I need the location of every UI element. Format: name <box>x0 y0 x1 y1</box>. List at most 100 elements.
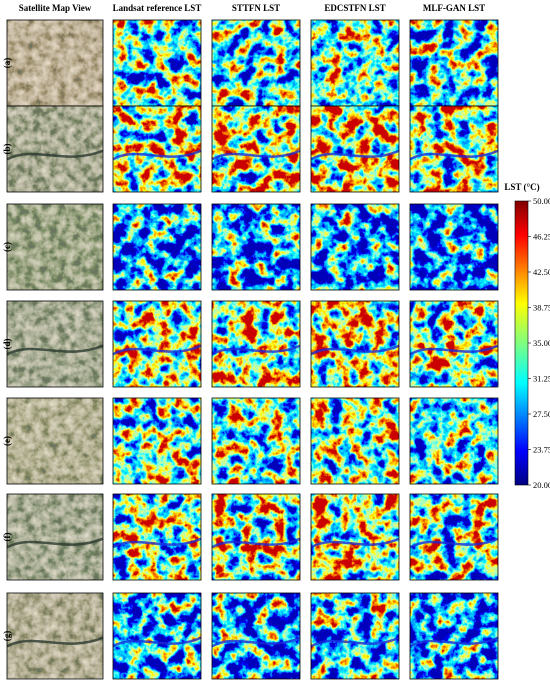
row-label: (d) <box>2 338 12 349</box>
colorbar-tick-label: 31.25 <box>533 374 550 384</box>
colorbar-tick-label: 38.75 <box>533 303 550 313</box>
satellite-image <box>6 105 104 193</box>
panel-border <box>112 300 202 388</box>
panel-border <box>112 592 202 680</box>
lst-map <box>310 300 400 388</box>
row-label: (f) <box>2 533 12 542</box>
image-texture <box>7 301 103 387</box>
lst-map <box>211 493 301 581</box>
image-texture <box>212 204 300 290</box>
panel-border <box>211 493 301 581</box>
lst-map <box>310 203 400 291</box>
river <box>409 149 499 161</box>
image-texture <box>410 20 498 106</box>
panel-border <box>409 105 499 193</box>
lst-map <box>211 300 301 388</box>
panel-border <box>6 397 104 485</box>
river <box>409 344 499 356</box>
image-texture <box>113 106 201 192</box>
lst-map <box>112 300 202 388</box>
river <box>6 537 104 549</box>
river <box>310 344 400 356</box>
image-texture <box>7 398 103 484</box>
image-texture <box>7 494 103 580</box>
lst-map <box>409 105 499 193</box>
image-texture <box>212 20 300 106</box>
image-texture <box>7 20 103 106</box>
panel-border <box>6 203 104 291</box>
colorbar-tick-label: 23.75 <box>533 445 550 455</box>
river <box>6 344 104 356</box>
image-texture <box>113 593 201 679</box>
lst-map <box>310 19 400 107</box>
lst-map <box>409 203 499 291</box>
panel-border <box>211 592 301 680</box>
lst-map <box>112 493 202 581</box>
satellite-image <box>6 203 104 291</box>
panel-border <box>310 105 400 193</box>
image-texture <box>113 20 201 106</box>
image-texture <box>212 301 300 387</box>
lst-map <box>409 300 499 388</box>
row-label: (b) <box>2 143 12 154</box>
river <box>409 537 499 549</box>
satellite-image <box>6 19 104 107</box>
image-texture <box>410 593 498 679</box>
image-texture <box>212 494 300 580</box>
lst-map <box>409 592 499 680</box>
river <box>112 149 202 161</box>
satellite-image <box>6 300 104 388</box>
colorbar <box>514 200 529 486</box>
image-texture <box>410 398 498 484</box>
panel-border <box>211 300 301 388</box>
river <box>112 344 202 356</box>
panel-border <box>310 592 400 680</box>
lst-map <box>112 203 202 291</box>
lst-map <box>211 19 301 107</box>
panel-border <box>310 493 400 581</box>
image-texture <box>311 398 399 484</box>
panel-border <box>310 300 400 388</box>
lst-map <box>112 397 202 485</box>
river <box>6 149 104 161</box>
river <box>310 149 400 161</box>
panel-grid <box>6 19 499 680</box>
panel-border <box>409 300 499 388</box>
image-texture <box>311 20 399 106</box>
image-texture <box>212 593 300 679</box>
river <box>112 636 202 648</box>
colorbar-tick-label: 20.00 <box>533 480 550 490</box>
image-texture <box>113 494 201 580</box>
image-texture <box>113 204 201 290</box>
image-texture <box>410 106 498 192</box>
row-label: (e) <box>2 436 12 446</box>
colorbar-tick-label: 46.25 <box>533 232 550 242</box>
panel-border <box>211 397 301 485</box>
river <box>310 537 400 549</box>
lst-map <box>211 203 301 291</box>
lst-map <box>310 592 400 680</box>
satellite-image <box>6 493 104 581</box>
image-texture <box>311 106 399 192</box>
column-header: Landsat reference LST <box>113 3 202 13</box>
panel-border <box>211 203 301 291</box>
panel-border <box>112 397 202 485</box>
panel-border <box>211 105 301 193</box>
colorbar-label: LST (°C) <box>504 182 539 192</box>
colorbar-tick-label: 27.50 <box>533 409 550 419</box>
river <box>112 537 202 549</box>
lst-map <box>409 493 499 581</box>
panel-border <box>112 493 202 581</box>
lst-map <box>409 19 499 107</box>
image-texture <box>7 593 103 679</box>
colorbar-tick-label: 50.00 <box>533 196 550 206</box>
lst-map <box>409 397 499 485</box>
column-header: STTFN LST <box>232 3 280 13</box>
river <box>211 149 301 161</box>
panel-border <box>310 397 400 485</box>
image-texture <box>410 494 498 580</box>
image-texture <box>311 204 399 290</box>
panel-border <box>6 493 104 581</box>
image-texture <box>311 301 399 387</box>
